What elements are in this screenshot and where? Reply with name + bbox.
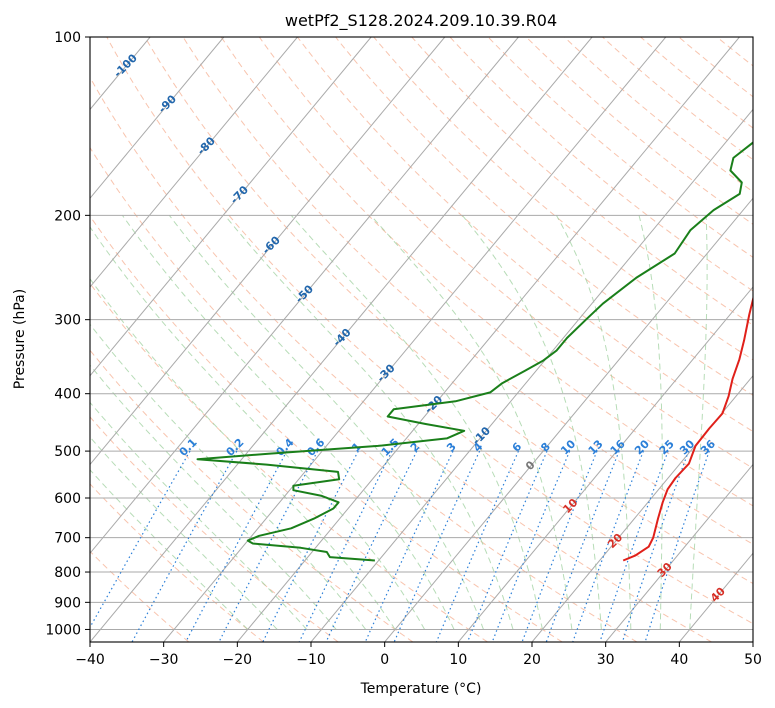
moist-adiabat [90,469,249,630]
temperature-line [622,295,753,562]
isotherm [90,37,372,377]
mixing-ratio-line [466,450,548,642]
y-tick-label: 300 [54,313,81,329]
dry-adiabat [449,37,753,292]
dry-adiabat [335,37,753,396]
dry-adiabat [90,282,488,642]
plot-frame [89,36,754,643]
x-tick-label: 40 [670,652,688,668]
mixing-ratio-line [218,450,319,642]
isotherm [605,463,753,642]
x-tick-label: −40 [75,652,105,668]
y-axis: 100 200 300 400 500 600 700 800 900 1000 [45,30,90,638]
mixing-ratio-line [599,450,669,642]
mixing-ratio-line [491,450,571,642]
x-tick-label: −10 [296,652,326,668]
x-tick-label: −20 [223,652,253,668]
y-tick-label: 600 [54,491,81,507]
moist-adiabat [90,323,367,630]
isotherm [384,197,753,642]
y-tick-label: 700 [54,531,81,547]
x-tick-label: 10 [449,652,467,668]
x-axis: −40 −30 −20 −10 0 10 20 30 40 50 [75,642,762,668]
y-tick-label: 800 [54,565,81,581]
y-tick-label: 1000 [45,622,81,638]
moist-adiabat [121,215,455,630]
isotherm [90,37,225,200]
mixing-ratio-line [131,450,238,642]
dry-adiabat [755,37,775,642]
mixing-ratio-line [621,450,690,642]
profile-series [196,141,753,562]
isotherm [90,37,519,555]
isotherm [457,286,753,642]
dry-adiabat [90,76,712,642]
x-tick-label: 0 [380,652,389,668]
mixing-ratio-line [90,450,191,629]
y-tick-label: 400 [54,387,81,403]
dry-adiabat [90,416,339,642]
isotherm [310,108,753,642]
isotherm [90,37,593,642]
isotherm [90,37,298,288]
plot-background [90,37,753,642]
dry-adiabat [182,37,753,545]
dry-adiabat [411,37,753,326]
y-tick-label: 900 [54,595,81,611]
mixing-ratio-line [644,450,710,642]
dry-adiabat [297,37,753,433]
background-lines [0,37,775,642]
dewpoint-line [196,141,753,562]
mixing-ratio-line [572,450,644,642]
x-tick-label: 20 [523,652,541,668]
x-tick-label: 30 [597,652,615,668]
isotherm [90,37,446,466]
y-axis-label: Pressure (hPa) [12,289,28,389]
isotherm [531,374,753,642]
dry-adiabat [106,37,753,625]
mixing-ratio-line [262,450,359,642]
dry-adiabat [90,215,563,642]
y-tick-label: 500 [54,444,81,460]
x-axis-label: Temperature (°C) [360,681,482,697]
chart-title: wetPf2_S128.2024.209.10.39.R04 [285,11,557,31]
mixing-ratio-line [185,450,288,642]
x-tick-label: 50 [744,652,762,668]
x-tick-label: −30 [149,652,179,668]
dry-adiabat [373,37,753,361]
y-tick-label: 100 [54,30,81,46]
y-tick-label: 200 [54,208,81,224]
dry-adiabat [144,37,753,585]
dry-adiabat [602,37,753,161]
isotherm [752,641,753,642]
isotherm [0,37,3,642]
isotherm [236,37,740,642]
mixing-ratio-line [325,450,418,642]
dry-adiabat [90,483,264,642]
